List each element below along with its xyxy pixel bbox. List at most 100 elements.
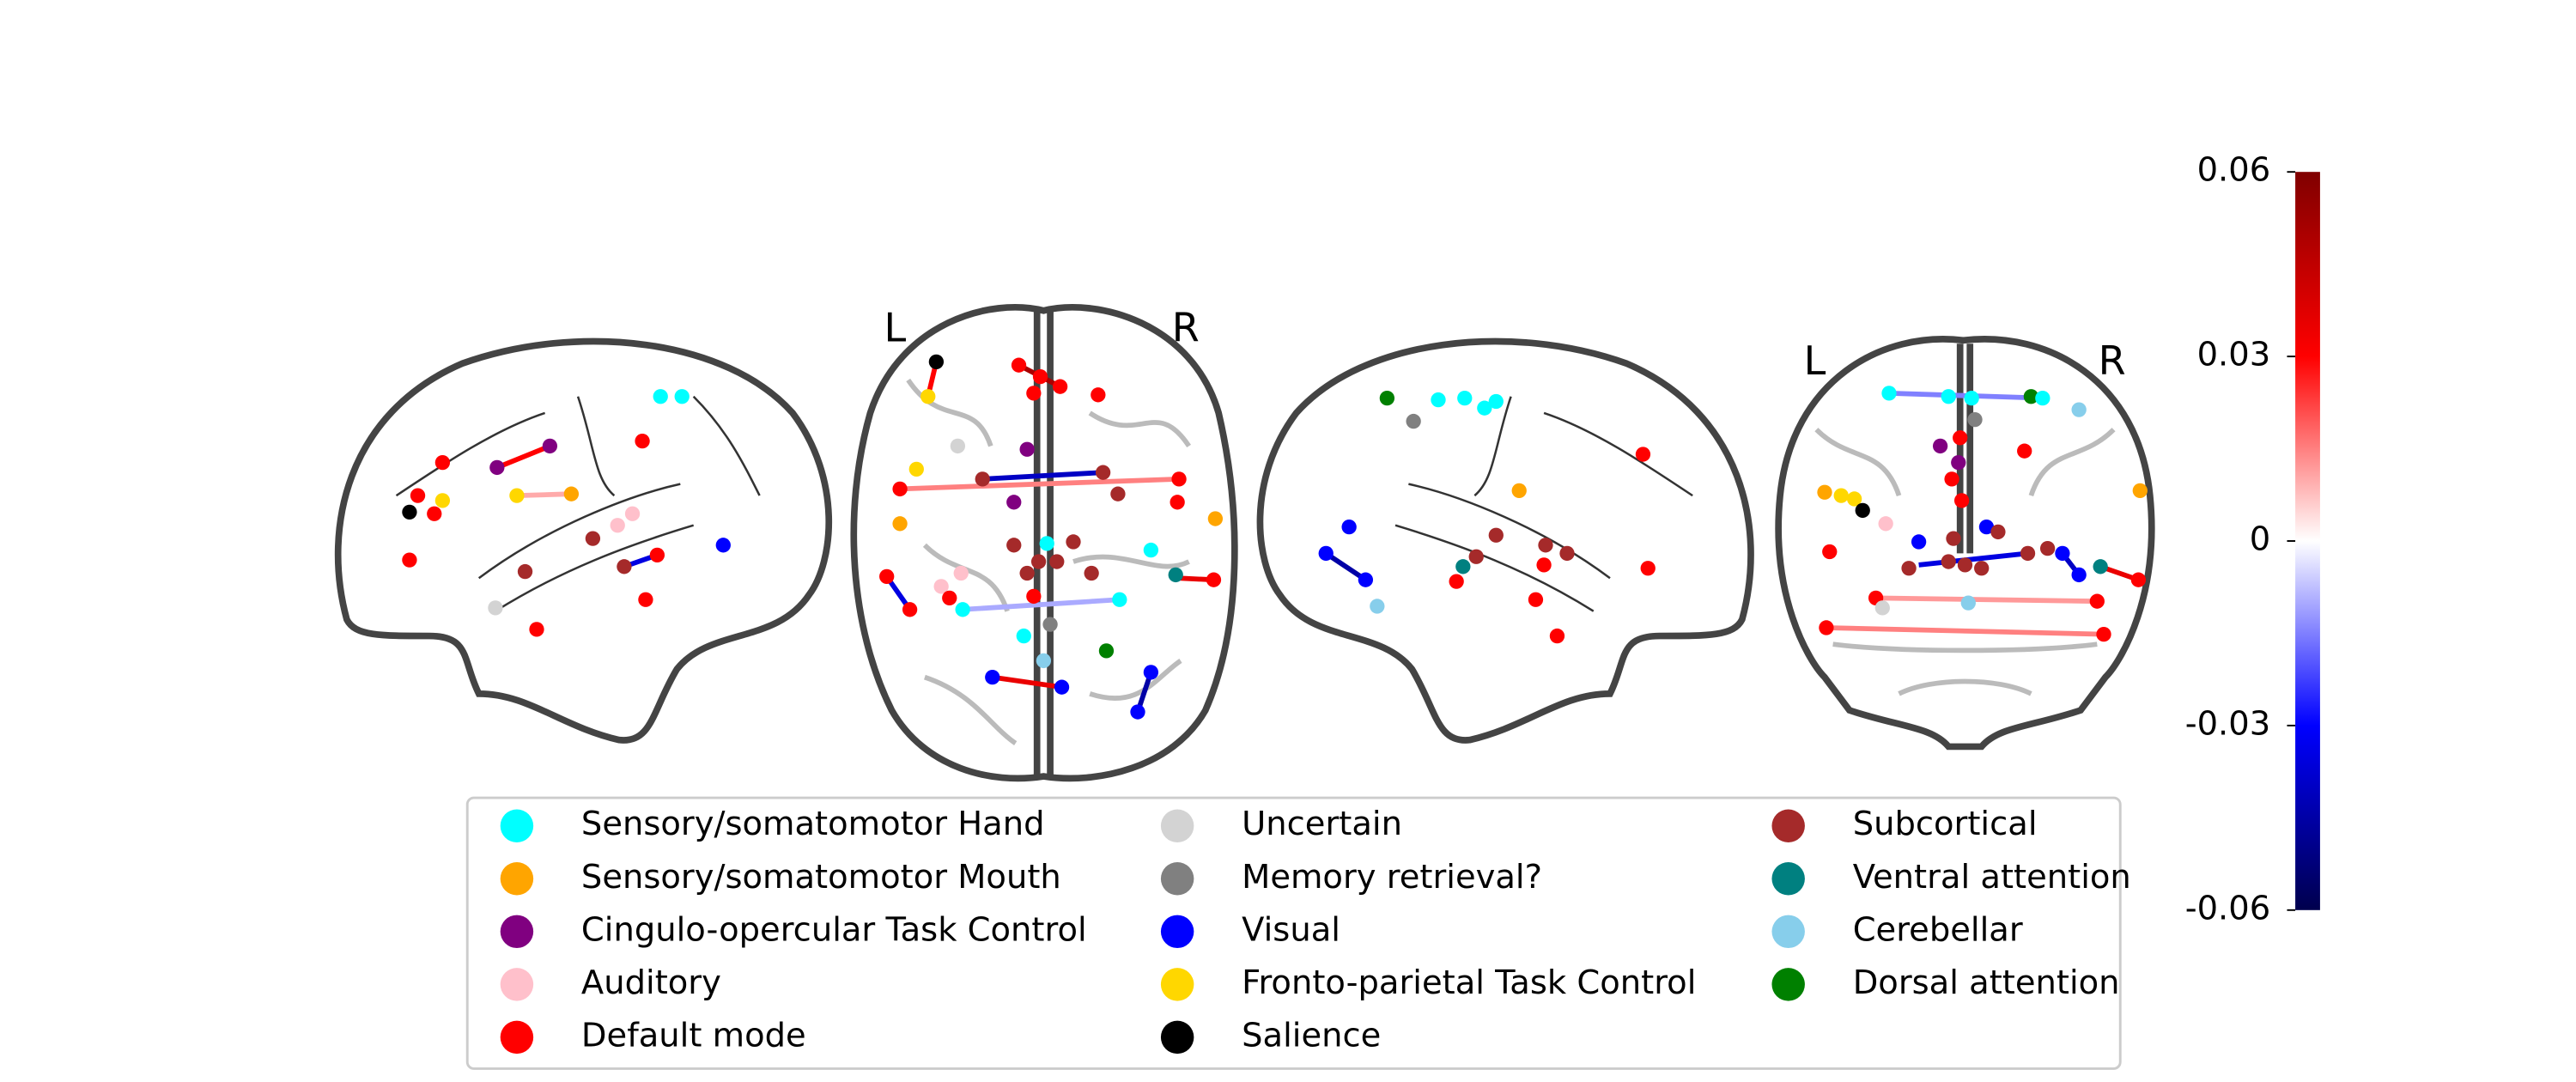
node	[1370, 599, 1385, 614]
node	[879, 568, 895, 584]
node	[953, 565, 969, 581]
node	[1084, 565, 1099, 581]
node	[1960, 595, 1976, 611]
connection	[495, 443, 551, 471]
node	[933, 579, 949, 594]
view-label: R	[2099, 337, 2126, 384]
node	[1358, 572, 1374, 587]
node	[975, 471, 990, 487]
node	[2071, 402, 2087, 417]
node	[1953, 493, 1970, 508]
legend-marker	[500, 1020, 534, 1055]
node	[1978, 520, 1995, 535]
node	[1431, 392, 1446, 408]
node	[617, 559, 632, 574]
node	[1511, 483, 1527, 498]
node	[1932, 438, 1948, 454]
node	[1406, 413, 1421, 429]
node	[1941, 389, 1956, 404]
node	[1110, 486, 1126, 501]
legend-label: Sensory/somatomotor Mouth	[581, 858, 1061, 897]
node	[955, 602, 970, 617]
colorbar-tick-label: -0.06	[2185, 889, 2271, 927]
node	[2017, 443, 2032, 459]
connection	[1826, 625, 2105, 637]
node	[2023, 389, 2039, 404]
node	[1964, 391, 1979, 406]
node	[488, 600, 503, 616]
node	[2096, 627, 2111, 642]
node	[509, 488, 525, 503]
node	[1318, 545, 1334, 562]
legend-marker	[1160, 1020, 1194, 1055]
legend-marker	[1771, 862, 1805, 896]
node	[1817, 484, 1832, 500]
node	[1379, 391, 1395, 406]
node	[434, 493, 451, 508]
node	[2093, 559, 2108, 574]
nodes	[402, 354, 2148, 720]
legend-marker	[1771, 915, 1805, 949]
node	[1874, 600, 1890, 616]
legend-marker	[1160, 809, 1194, 842]
node	[1559, 545, 1575, 562]
node	[1846, 491, 1862, 507]
node	[1901, 561, 1917, 576]
node	[1457, 391, 1473, 406]
node	[653, 389, 668, 404]
node	[2071, 567, 2087, 583]
connection	[1324, 551, 1367, 582]
node	[1449, 574, 1464, 589]
node	[1640, 561, 1656, 576]
view-label: R	[1172, 304, 1200, 350]
node	[624, 506, 641, 521]
node	[2055, 545, 2070, 562]
node	[2089, 593, 2105, 609]
node	[1536, 557, 1552, 573]
legend-marker	[1771, 809, 1805, 842]
node	[2035, 391, 2050, 406]
node	[1016, 628, 1031, 644]
legend-label: Dorsal attention	[1853, 963, 2120, 1002]
node	[410, 488, 426, 503]
node	[427, 506, 442, 521]
node	[635, 434, 650, 449]
node	[1538, 538, 1553, 553]
legend	[465, 796, 2122, 1070]
legend-label: Sensory/somatomotor Hand	[581, 805, 1045, 843]
node	[1168, 567, 1183, 583]
node	[1032, 369, 1048, 385]
node	[1468, 549, 1484, 564]
legend-label: Subcortical	[1853, 805, 2038, 843]
node	[1130, 704, 1145, 720]
legend-marker	[500, 862, 534, 896]
node	[529, 622, 544, 637]
node	[920, 389, 936, 404]
node	[402, 504, 417, 520]
node	[1091, 387, 1106, 403]
node	[1171, 471, 1187, 487]
node	[908, 461, 924, 477]
view-label: L	[1804, 337, 1826, 384]
connections	[495, 361, 2140, 713]
legend-label: Auditory	[581, 963, 721, 1002]
colorbar-tick-label: -0.03	[2185, 704, 2271, 743]
connection	[982, 470, 1103, 482]
legend-label: Uncertain	[1242, 805, 1402, 843]
node	[1881, 386, 1897, 401]
node	[1006, 495, 1022, 510]
node	[1026, 588, 1042, 605]
node	[1207, 511, 1224, 526]
node	[1143, 542, 1159, 558]
node	[715, 538, 731, 553]
colorbar-ticks: 0.06 0.03 0 -0.03 -0.06	[2185, 151, 2296, 927]
node	[1957, 557, 1973, 573]
node	[892, 481, 908, 497]
node	[1477, 400, 1492, 416]
node	[1112, 592, 1127, 607]
connection	[516, 491, 572, 498]
node	[1052, 379, 1068, 394]
colorbar-tick-label: 0.03	[2197, 336, 2271, 374]
node	[928, 354, 945, 369]
node	[2132, 483, 2148, 498]
